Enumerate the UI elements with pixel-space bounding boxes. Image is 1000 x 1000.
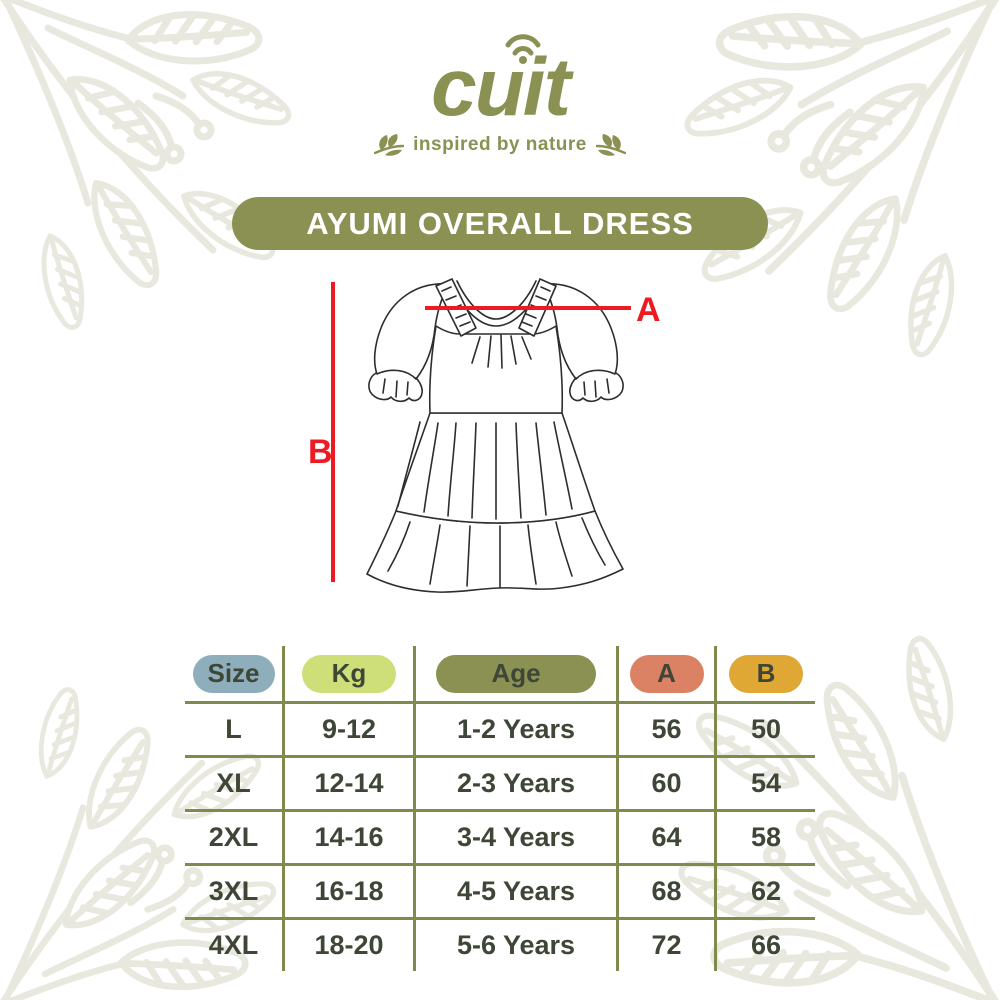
table-cell-age: 5-6 Years — [416, 920, 619, 971]
table-cell-size: XL — [185, 758, 285, 812]
dress-measurement-diagram: A B — [300, 270, 700, 610]
product-title: AYUMI OVERALL DRESS — [306, 205, 694, 241]
dress-line-art — [366, 278, 624, 593]
table-cell-a: 60 — [619, 758, 717, 812]
brand-tagline: inspired by nature — [374, 133, 626, 156]
product-title-banner: AYUMI OVERALL DRESS — [232, 197, 768, 250]
table-cell-b: 50 — [717, 704, 815, 758]
size-table: Size Kg Age A B L 9-12 1-2 Years 56 50 X… — [185, 646, 815, 971]
leaf-sprig-icon — [595, 133, 626, 156]
table-cell-age: 3-4 Years — [416, 812, 619, 866]
b-column-header: B — [729, 654, 803, 693]
table-header-cell: Kg — [285, 646, 416, 704]
table-cell-size: L — [185, 704, 285, 758]
table-cell-kg: 9-12 — [285, 704, 416, 758]
table-cell-age: 2-3 Years — [416, 758, 619, 812]
wifi-signal-icon — [505, 34, 541, 64]
measurement-label-a: A — [636, 291, 661, 329]
table-cell-size: 2XL — [185, 812, 285, 866]
table-header-cell: A — [619, 646, 717, 704]
table-cell-a: 64 — [619, 812, 717, 866]
dress-illustration: A B — [308, 278, 661, 593]
table-header-cell: B — [717, 646, 815, 704]
table-cell-kg: 16-18 — [285, 866, 416, 920]
table-cell-size: 4XL — [185, 920, 285, 971]
brand-logo: cuit — [431, 34, 571, 130]
table-cell-age: 4-5 Years — [416, 866, 619, 920]
table-cell-a: 56 — [619, 704, 717, 758]
brand-tagline-text: inspired by nature — [413, 133, 587, 155]
measurement-label-b: B — [308, 433, 333, 471]
age-column-header: Age — [436, 654, 596, 693]
table-cell-a: 68 — [619, 866, 717, 920]
table-cell-size: 3XL — [185, 866, 285, 920]
table-cell-kg: 14-16 — [285, 812, 416, 866]
brand-header: cuit inspired by nature — [0, 34, 1000, 156]
table-cell-kg: 18-20 — [285, 920, 416, 971]
size-column-header: Size — [192, 654, 275, 693]
brand-name: cuit — [431, 42, 571, 133]
table-cell-kg: 12-14 — [285, 758, 416, 812]
table-cell-b: 54 — [717, 758, 815, 812]
table-cell-b: 58 — [717, 812, 815, 866]
table-header-cell: Age — [416, 646, 619, 704]
table-cell-age: 1-2 Years — [416, 704, 619, 758]
leaf-sprig-icon — [374, 133, 405, 156]
table-cell-a: 72 — [619, 920, 717, 971]
table-header-cell: Size — [185, 646, 285, 704]
kg-column-header: Kg — [302, 654, 396, 693]
a-column-header: A — [629, 654, 704, 693]
table-cell-b: 66 — [750, 930, 782, 960]
table-cell-b: 62 — [717, 866, 815, 920]
